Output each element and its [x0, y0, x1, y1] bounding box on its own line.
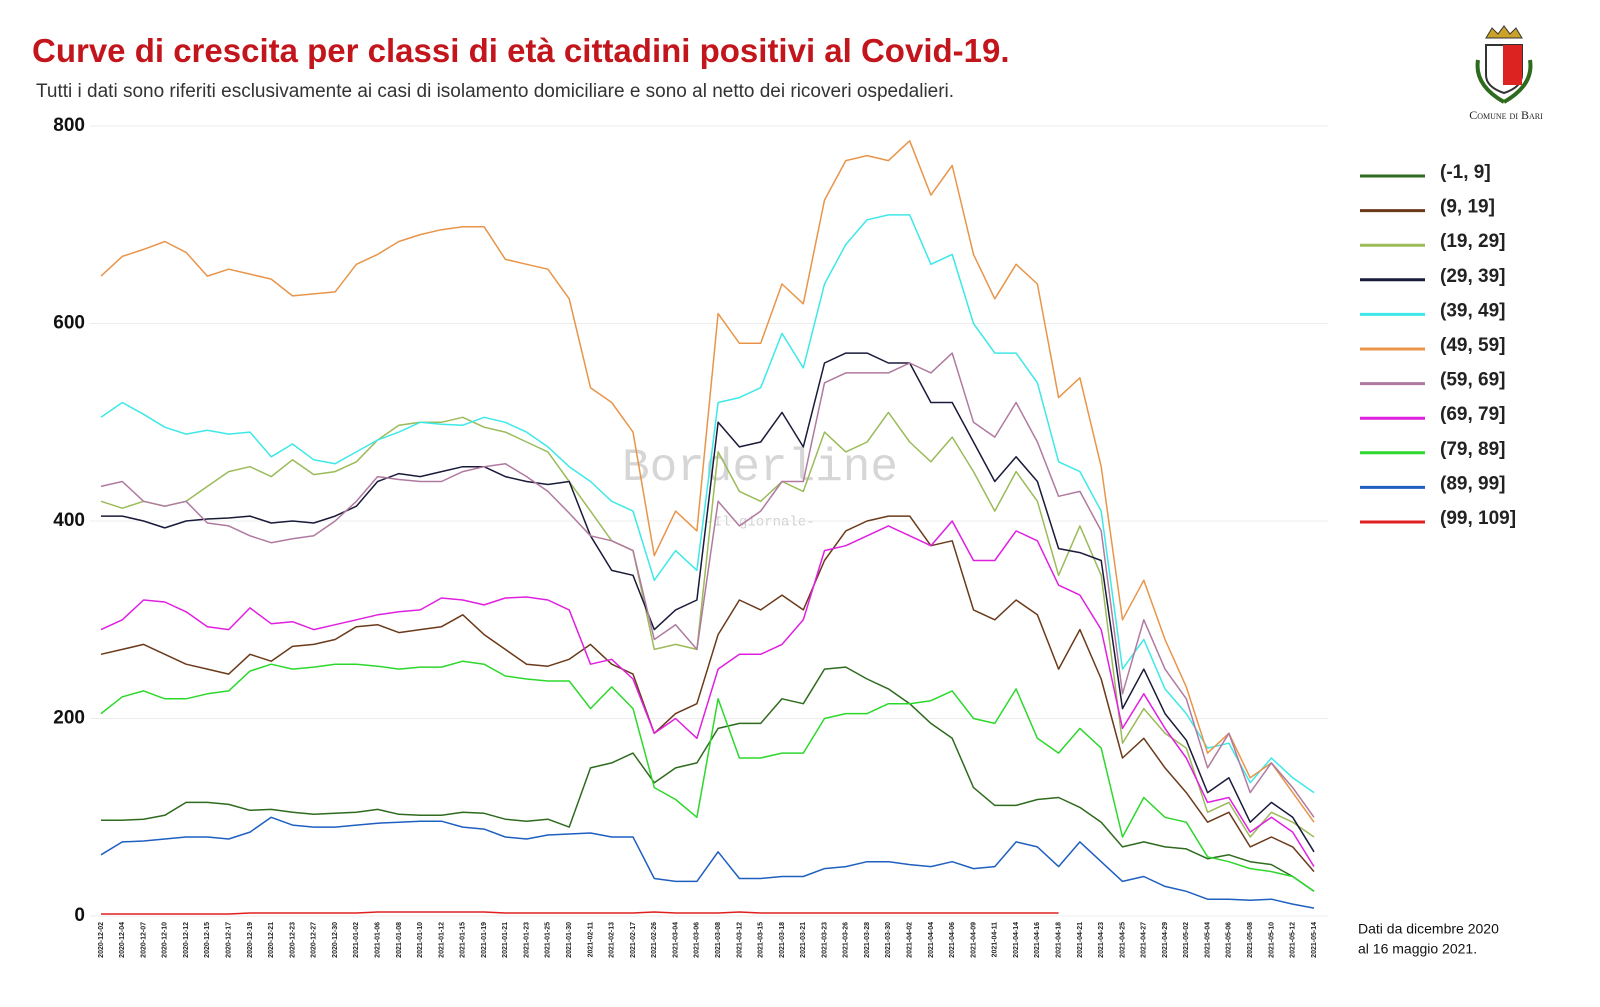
- x-tick-label: 2021-02-17: [630, 922, 637, 958]
- x-tick-label: 2021-04-18: [1055, 922, 1062, 958]
- x-tick-label: 2021-01-06: [374, 922, 381, 958]
- x-tick-label: 2021-03-28: [864, 922, 871, 958]
- series-line: [101, 666, 1315, 892]
- series-line: [101, 352, 1315, 853]
- x-tick-label: 2020-12-02: [98, 922, 105, 958]
- x-tick-label: 2021-04-16: [1034, 922, 1041, 958]
- x-tick-label: 2021-01-19: [481, 922, 488, 958]
- x-tick-label: 2021-01-15: [460, 922, 467, 958]
- y-tick-label: 400: [53, 510, 85, 531]
- x-tick-label: 2021-04-02: [907, 922, 914, 958]
- series-line: [100, 214, 1315, 794]
- x-tick-label: 2020-12-27: [311, 922, 318, 958]
- note: al 16 maggio 2021.: [1358, 941, 1477, 957]
- x-tick-label: 2020-12-19: [247, 922, 254, 958]
- x-tick-label: 2021-04-25: [1119, 922, 1126, 958]
- watermark: -Il giornale-: [705, 515, 814, 531]
- x-tick-label: 2021-01-25: [545, 922, 552, 958]
- series-line: [100, 660, 1315, 892]
- logo-text: Comune di Bari: [1469, 108, 1543, 122]
- x-tick-label: 2021-05-10: [1268, 922, 1275, 958]
- y-tick-label: 800: [53, 115, 85, 136]
- x-tick-label: 2021-03-30: [885, 922, 892, 958]
- x-tick-label: 2021-01-12: [438, 922, 445, 958]
- x-tick-label: 2021-05-14: [1311, 922, 1318, 958]
- x-tick-label: 2021-02-13: [609, 922, 616, 958]
- x-tick-label: 2021-05-02: [1183, 922, 1190, 958]
- y-tick-label: 600: [53, 313, 85, 334]
- chart-title: Curve di crescita per classi di età citt…: [32, 32, 1010, 69]
- x-tick-label: 2021-03-18: [779, 922, 786, 958]
- legend-label: (69, 79]: [1440, 404, 1505, 425]
- x-tick-label: 2021-01-30: [566, 922, 573, 958]
- logo: Comune di Bari: [1469, 25, 1543, 122]
- y-tick-label: 0: [74, 905, 85, 926]
- x-tick-label: 2021-04-09: [970, 922, 977, 958]
- x-tick-label: 2021-03-06: [694, 922, 701, 958]
- x-tick-label: 2020-12-30: [332, 922, 339, 958]
- legend-label: (39, 49]: [1440, 300, 1505, 321]
- x-tick-label: 2020-12-15: [204, 922, 211, 958]
- x-tick-label: 2021-04-23: [1098, 922, 1105, 958]
- x-tick-label: 2021-04-21: [1077, 922, 1084, 958]
- x-tick-label: 2021-04-29: [1162, 922, 1169, 958]
- x-tick-label: 2020-12-23: [289, 922, 296, 958]
- series-line: [100, 515, 1315, 873]
- legend-label: (-1, 9]: [1440, 162, 1491, 183]
- x-tick-label: 2021-04-14: [1013, 922, 1020, 958]
- x-tick-label: 2021-05-08: [1247, 922, 1254, 958]
- x-tick-label: 2021-04-06: [949, 922, 956, 958]
- x-tick-label: 2021-02-26: [651, 922, 658, 958]
- legend-label: (9, 19]: [1440, 197, 1495, 218]
- legend-label: (29, 39]: [1440, 266, 1505, 287]
- x-tick-label: 2021-05-04: [1204, 922, 1211, 958]
- note: Dati da dicembre 2020: [1358, 921, 1499, 937]
- x-tick-label: 2021-03-21: [800, 922, 807, 958]
- series-line: [100, 352, 1315, 818]
- x-tick-label: 2021-03-26: [843, 922, 850, 958]
- x-tick-label: 2021-03-15: [758, 922, 765, 958]
- x-tick-label: 2020-12-04: [119, 922, 126, 958]
- y-tick-label: 200: [53, 708, 85, 729]
- x-tick-label: 2021-02-11: [587, 922, 594, 958]
- legend-label: (99, 109]: [1440, 508, 1516, 529]
- series-line: [100, 411, 1315, 838]
- x-tick-label: 2021-05-06: [1226, 922, 1233, 958]
- x-tick-label: 2021-04-04: [928, 922, 935, 958]
- x-tick-label: 2021-05-12: [1290, 922, 1297, 958]
- x-tick-label: 2020-12-17: [226, 922, 233, 958]
- x-tick-label: 2020-12-07: [140, 922, 147, 958]
- legend-label: (19, 29]: [1440, 231, 1505, 252]
- x-tick-label: 2021-01-23: [523, 922, 530, 958]
- series-line: [100, 520, 1315, 867]
- x-tick-label: 2021-01-02: [353, 922, 360, 958]
- x-tick-label: 2020-12-10: [162, 922, 169, 958]
- x-tick-label: 2021-03-12: [736, 922, 743, 958]
- series-line: [100, 816, 1315, 909]
- x-tick-label: 2021-03-08: [715, 922, 722, 958]
- series-line: [101, 912, 1144, 915]
- legend-label: (59, 69]: [1440, 370, 1505, 391]
- x-tick-label: 2020-12-21: [268, 922, 275, 958]
- x-tick-label: 2021-01-10: [417, 922, 424, 958]
- x-tick-label: 2021-04-11: [992, 922, 999, 958]
- watermark: Borderline: [622, 442, 898, 494]
- series-line: [100, 140, 1315, 823]
- legend-label: (49, 59]: [1440, 335, 1505, 356]
- x-tick-label: 2021-01-21: [502, 922, 509, 958]
- legend-label: (79, 89]: [1440, 439, 1505, 460]
- x-tick-label: 2020-12-12: [183, 922, 190, 958]
- x-tick-label: 2021-01-08: [396, 922, 403, 958]
- chart-subtitle: Tutti i dati sono riferiti esclusivament…: [36, 81, 954, 102]
- legend-label: (89, 99]: [1440, 473, 1505, 494]
- x-tick-label: 2021-03-04: [672, 922, 679, 958]
- x-tick-label: 2021-04-27: [1141, 922, 1148, 958]
- x-tick-label: 2021-03-23: [821, 922, 828, 958]
